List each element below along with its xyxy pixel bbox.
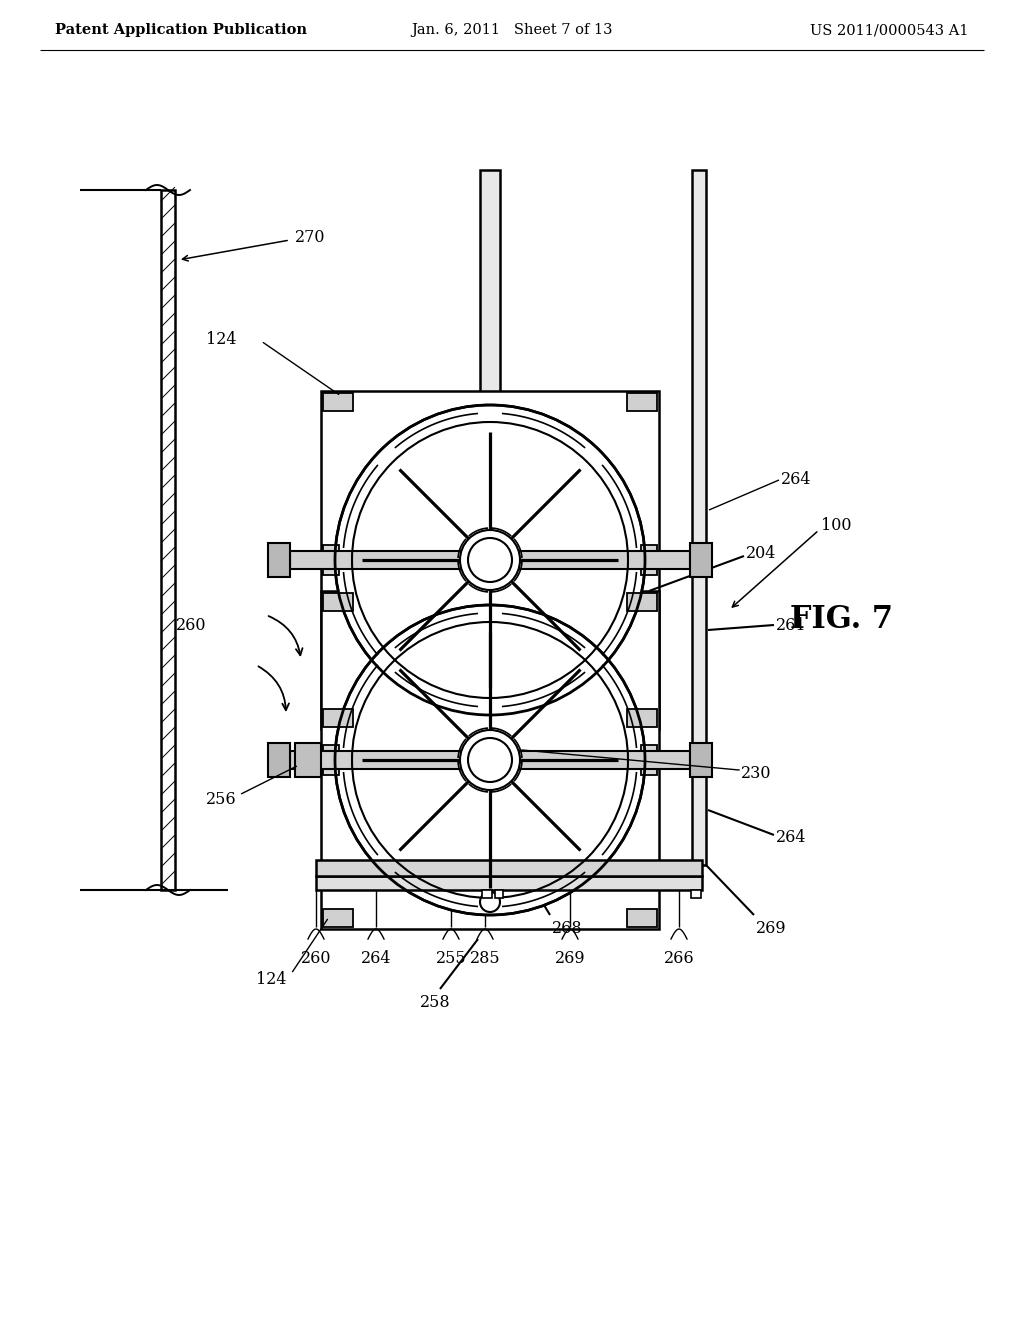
- Text: 230: 230: [741, 764, 771, 781]
- Bar: [323, 545, 339, 576]
- Circle shape: [335, 605, 645, 915]
- Bar: [323, 709, 353, 727]
- Bar: [295, 743, 321, 777]
- Text: 268: 268: [552, 920, 583, 937]
- Bar: [321, 591, 659, 929]
- Bar: [692, 170, 706, 865]
- Bar: [495, 890, 503, 898]
- Bar: [268, 543, 290, 577]
- Bar: [321, 391, 659, 729]
- Bar: [627, 909, 657, 927]
- Bar: [161, 190, 175, 890]
- Text: 260: 260: [301, 950, 331, 968]
- Circle shape: [460, 730, 520, 789]
- Text: 124: 124: [206, 330, 236, 347]
- Bar: [691, 890, 701, 898]
- Bar: [323, 909, 353, 927]
- Circle shape: [468, 738, 512, 781]
- Text: Patent Application Publication: Patent Application Publication: [55, 22, 307, 37]
- Text: 285: 285: [470, 950, 501, 968]
- Bar: [641, 744, 657, 775]
- Bar: [323, 593, 353, 611]
- Bar: [290, 751, 690, 770]
- Text: 124: 124: [256, 970, 286, 987]
- Text: 256: 256: [207, 792, 237, 808]
- Bar: [627, 593, 657, 611]
- Bar: [472, 742, 508, 777]
- Bar: [316, 861, 702, 876]
- Bar: [472, 543, 508, 578]
- Text: 260: 260: [175, 616, 206, 634]
- Bar: [480, 170, 500, 865]
- Bar: [323, 393, 353, 411]
- Text: 100: 100: [821, 516, 852, 533]
- Bar: [290, 550, 690, 569]
- Text: 261: 261: [776, 616, 807, 634]
- Bar: [316, 876, 702, 890]
- Text: 269: 269: [756, 920, 786, 937]
- Text: 258: 258: [420, 994, 451, 1011]
- Circle shape: [468, 539, 512, 582]
- Text: 204: 204: [746, 545, 776, 562]
- Bar: [627, 393, 657, 411]
- Bar: [268, 743, 290, 777]
- Text: 264: 264: [360, 950, 391, 968]
- Text: 270: 270: [295, 230, 326, 247]
- Bar: [323, 744, 339, 775]
- Text: 269: 269: [555, 950, 586, 968]
- Text: 264: 264: [781, 471, 811, 488]
- Circle shape: [335, 405, 645, 715]
- Text: 255: 255: [435, 950, 466, 968]
- Circle shape: [460, 531, 520, 590]
- Bar: [627, 709, 657, 727]
- Text: 266: 266: [664, 950, 694, 968]
- Circle shape: [480, 892, 500, 912]
- Text: 264: 264: [776, 829, 807, 846]
- Bar: [641, 545, 657, 576]
- Text: FIG. 7: FIG. 7: [790, 605, 893, 635]
- Bar: [690, 743, 712, 777]
- Text: Jan. 6, 2011   Sheet 7 of 13: Jan. 6, 2011 Sheet 7 of 13: [412, 22, 612, 37]
- Bar: [482, 890, 492, 898]
- Text: US 2011/0000543 A1: US 2011/0000543 A1: [811, 22, 969, 37]
- Bar: [690, 543, 712, 577]
